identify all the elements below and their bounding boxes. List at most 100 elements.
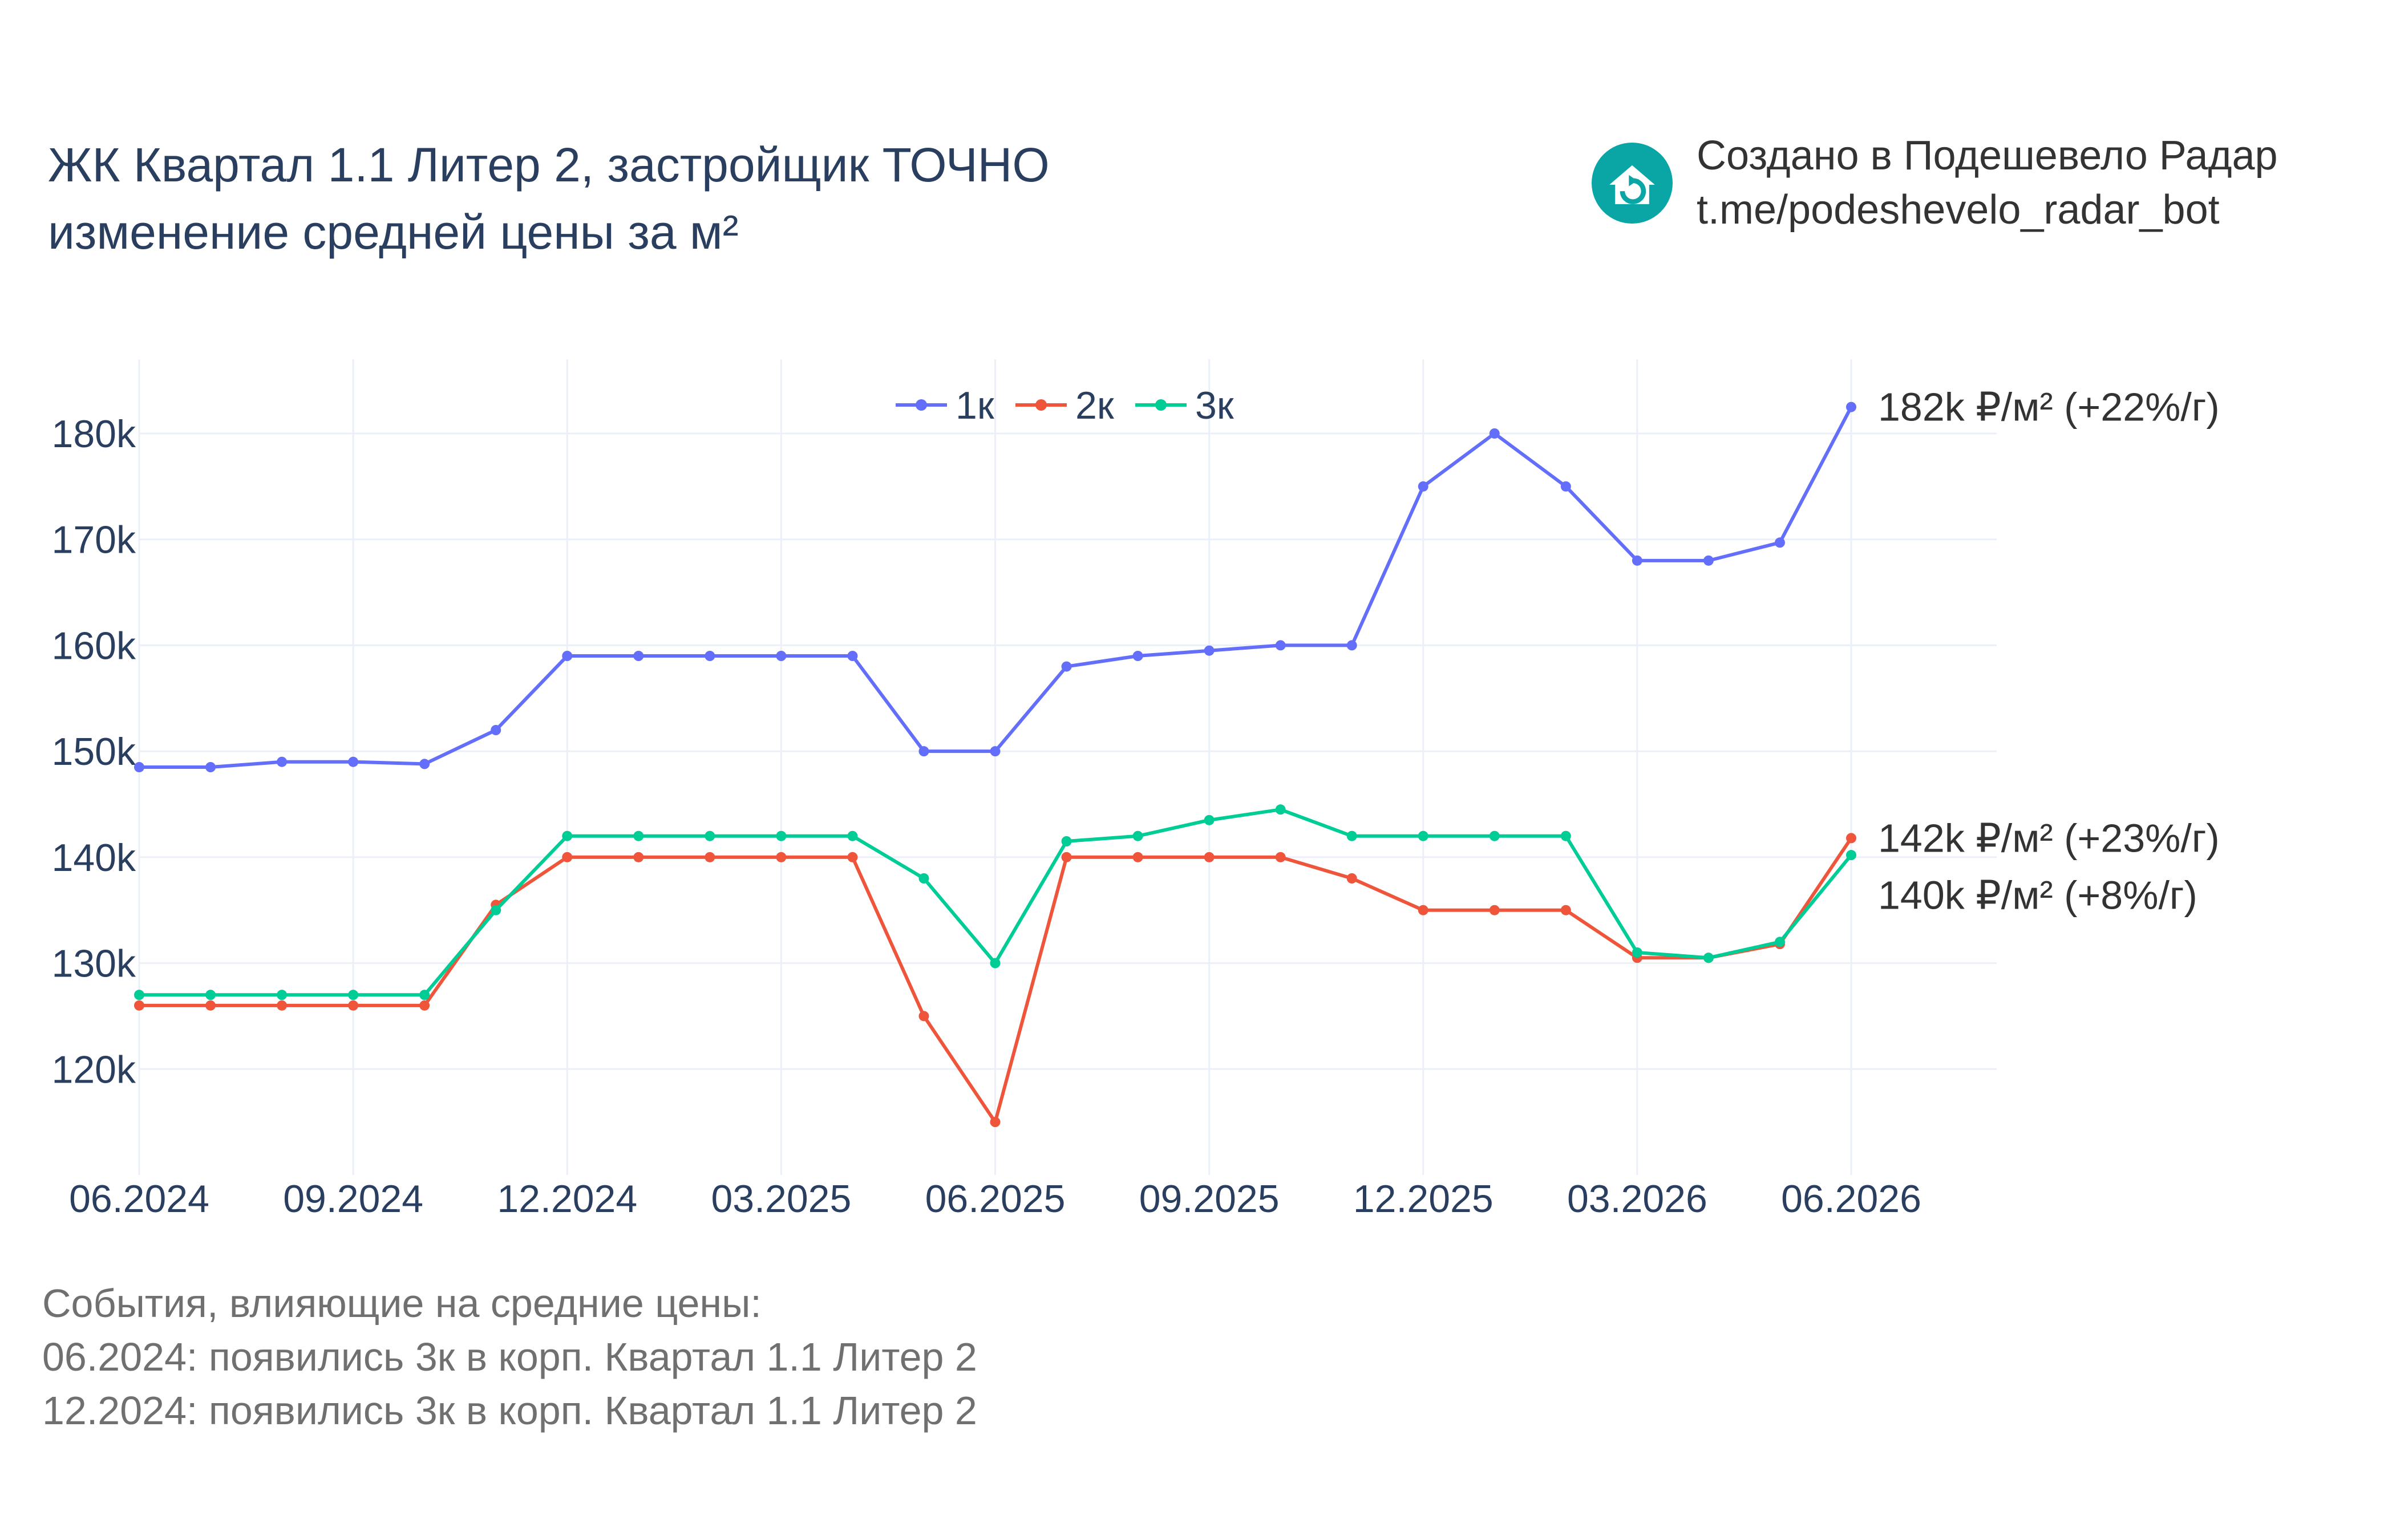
data-point xyxy=(1489,905,1500,915)
y-tick-label: 170k xyxy=(52,518,136,562)
data-point xyxy=(1703,555,1714,566)
data-point xyxy=(491,725,501,735)
legend-swatch-marker xyxy=(916,399,927,411)
data-point xyxy=(205,990,216,1000)
x-axis-ticks: 06.2024 09.2024 12.2024 03.2025 06.2025 09.20… xyxy=(69,1177,1921,1221)
grid-lines xyxy=(138,359,1997,1175)
data-point xyxy=(847,651,858,661)
data-point xyxy=(1560,905,1571,915)
data-point xyxy=(1204,814,1215,825)
data-point xyxy=(1774,537,1785,548)
data-point xyxy=(1061,852,1072,862)
data-point xyxy=(277,990,288,1000)
data-point xyxy=(277,1000,288,1011)
data-point xyxy=(348,1000,359,1011)
data-point xyxy=(205,762,216,772)
data-point xyxy=(990,958,1001,968)
data-point xyxy=(918,1011,929,1022)
data-point xyxy=(348,990,359,1000)
data-point xyxy=(1703,953,1714,963)
data-point xyxy=(1346,640,1357,651)
data-point xyxy=(491,905,501,915)
data-point xyxy=(419,759,430,769)
end-label: 182k ₽/м² (+22%/г) xyxy=(1878,385,2220,429)
data-point xyxy=(1846,850,1856,861)
legend-swatch-marker xyxy=(1155,399,1167,411)
series-2к xyxy=(134,833,1856,1128)
brand-line2[interactable]: t.me/podeshevelo_radar_bot xyxy=(1697,187,2220,233)
legend-label: 2к xyxy=(1075,384,1115,427)
y-tick-label: 180k xyxy=(52,412,136,456)
end-labels: 182k ₽/м² (+22%/г) 142k ₽/м² (+23%/г) 140k… xyxy=(1878,385,2220,918)
data-point xyxy=(1418,830,1428,841)
y-tick-label: 140k xyxy=(52,836,136,880)
data-point xyxy=(918,746,929,757)
data-point xyxy=(1632,555,1642,566)
y-tick-label: 120k xyxy=(52,1048,136,1091)
y-tick-label: 130k xyxy=(52,942,136,986)
brand-line1: Создано в Подешевело Радар xyxy=(1697,133,2278,179)
data-point xyxy=(1846,833,1856,844)
data-point xyxy=(562,651,573,661)
x-tick-label: 06.2026 xyxy=(1781,1177,1921,1221)
data-point xyxy=(633,830,644,841)
legend-item-3к[interactable]: 3к xyxy=(1135,384,1235,427)
data-point xyxy=(776,830,787,841)
data-point xyxy=(419,990,430,1000)
data-point xyxy=(277,756,288,767)
legend: 1к 2к 3к xyxy=(896,384,1235,427)
data-point xyxy=(847,852,858,862)
data-point xyxy=(562,852,573,862)
brand-block: Создано в Подешевело Радар t.me/podeshev… xyxy=(1592,133,2278,237)
data-point xyxy=(918,873,929,884)
legend-swatch-marker xyxy=(1035,399,1047,411)
legend-item-2к[interactable]: 2к xyxy=(1015,384,1115,427)
house-refresh-icon xyxy=(1592,143,1673,224)
data-point xyxy=(1061,661,1072,672)
data-point xyxy=(1489,428,1500,439)
data-point xyxy=(990,746,1001,757)
data-point xyxy=(1418,481,1428,492)
data-point xyxy=(1560,481,1571,492)
legend-item-1к[interactable]: 1к xyxy=(896,384,995,427)
x-tick-label: 06.2024 xyxy=(69,1177,209,1221)
series-3к xyxy=(134,804,1856,1000)
data-point xyxy=(134,762,144,772)
data-point xyxy=(1489,830,1500,841)
data-point xyxy=(1204,852,1215,862)
data-point xyxy=(348,756,359,767)
x-tick-label: 12.2024 xyxy=(497,1177,637,1221)
legend-label: 1к xyxy=(956,384,995,427)
data-point xyxy=(705,852,715,862)
data-point xyxy=(134,990,144,1000)
data-point xyxy=(134,1000,144,1011)
series-1к xyxy=(134,402,1856,772)
y-tick-label: 150k xyxy=(52,730,136,773)
data-point xyxy=(705,830,715,841)
data-point xyxy=(1346,873,1357,884)
data-point xyxy=(1061,836,1072,846)
series-group xyxy=(134,402,1856,1128)
data-point xyxy=(633,651,644,661)
data-point xyxy=(705,651,715,661)
chart-title-line1: ЖК Квартал 1.1 Литер 2, застройщик ТОЧНО xyxy=(48,138,1050,192)
y-tick-label: 160k xyxy=(52,624,136,667)
data-point xyxy=(847,830,858,841)
x-tick-label: 03.2025 xyxy=(711,1177,851,1221)
data-point xyxy=(1346,830,1357,841)
x-tick-label: 09.2024 xyxy=(283,1177,423,1221)
data-point xyxy=(1275,804,1286,815)
data-point xyxy=(1275,852,1286,862)
end-label: 140k ₽/м² (+8%/г) xyxy=(1878,873,2197,917)
data-point xyxy=(562,830,573,841)
legend-label: 3к xyxy=(1195,384,1235,427)
data-point xyxy=(633,852,644,862)
chart-title-line2: изменение средней цены за м² xyxy=(48,205,739,259)
chart-title: ЖК Квартал 1.1 Литер 2, застройщик ТОЧНО… xyxy=(48,131,1050,266)
data-point xyxy=(776,651,787,661)
brand-text: Создано в Подешевело Радар t.me/podeshev… xyxy=(1697,129,2278,237)
data-point xyxy=(1132,852,1143,862)
event-item: 06.2024: появились 3к в корп. Квартал 1.… xyxy=(42,1335,977,1379)
events-heading: События, влияющие на средние цены: xyxy=(42,1281,762,1326)
